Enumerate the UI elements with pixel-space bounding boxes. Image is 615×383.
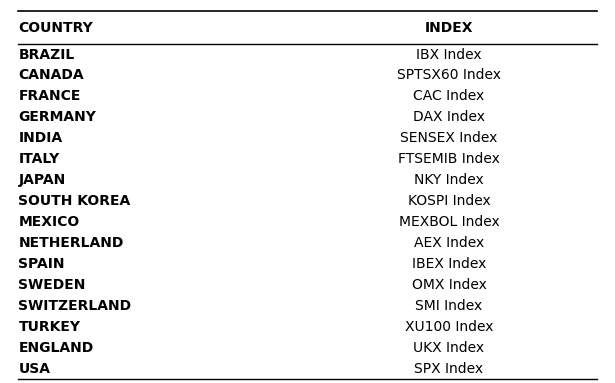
Text: CANADA: CANADA: [18, 69, 84, 82]
Text: FTSEMIB Index: FTSEMIB Index: [398, 152, 500, 166]
Text: FRANCE: FRANCE: [18, 89, 81, 103]
Text: NKY Index: NKY Index: [414, 173, 484, 187]
Text: DAX Index: DAX Index: [413, 110, 485, 124]
Text: BRAZIL: BRAZIL: [18, 47, 74, 62]
Text: GERMANY: GERMANY: [18, 110, 97, 124]
Text: KOSPI Index: KOSPI Index: [408, 194, 490, 208]
Text: IBEX Index: IBEX Index: [412, 257, 486, 271]
Text: IBX Index: IBX Index: [416, 47, 482, 62]
Text: CAC Index: CAC Index: [413, 89, 485, 103]
Text: AEX Index: AEX Index: [414, 236, 484, 250]
Text: JAPAN: JAPAN: [18, 173, 66, 187]
Text: SPAIN: SPAIN: [18, 257, 65, 271]
Text: TURKEY: TURKEY: [18, 320, 81, 334]
Text: SPTSX60 Index: SPTSX60 Index: [397, 69, 501, 82]
Text: NETHERLAND: NETHERLAND: [18, 236, 124, 250]
Text: OMX Index: OMX Index: [411, 278, 486, 292]
Text: SWITZERLAND: SWITZERLAND: [18, 299, 132, 313]
Text: ITALY: ITALY: [18, 152, 60, 166]
Text: XU100 Index: XU100 Index: [405, 320, 493, 334]
Text: SENSEX Index: SENSEX Index: [400, 131, 498, 145]
Text: USA: USA: [18, 362, 50, 376]
Text: SMI Index: SMI Index: [415, 299, 483, 313]
Text: ENGLAND: ENGLAND: [18, 341, 93, 355]
Text: SWEDEN: SWEDEN: [18, 278, 86, 292]
Text: SOUTH KOREA: SOUTH KOREA: [18, 194, 131, 208]
Text: MEXBOL Index: MEXBOL Index: [399, 215, 499, 229]
Text: UKX Index: UKX Index: [413, 341, 485, 355]
Text: SPX Index: SPX Index: [415, 362, 483, 376]
Text: INDEX: INDEX: [425, 21, 473, 35]
Text: INDIA: INDIA: [18, 131, 63, 145]
Text: MEXICO: MEXICO: [18, 215, 80, 229]
Text: COUNTRY: COUNTRY: [18, 21, 93, 35]
